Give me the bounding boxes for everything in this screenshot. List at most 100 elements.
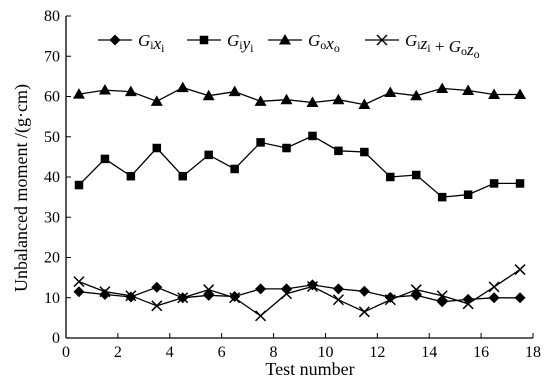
data-point-sum [358, 306, 370, 318]
data-point-goxo [410, 89, 423, 101]
data-point-sum [384, 294, 396, 306]
x-tick-label: 16 [473, 344, 489, 361]
data-point-goxo [514, 88, 527, 99]
y-tick-label: 40 [44, 169, 60, 186]
legend: Gixi Giyi Goxo Gizi + Gozo [98, 31, 480, 61]
x-tick-label: 6 [218, 344, 226, 361]
data-point-sum [514, 264, 526, 276]
y-tick-label: 50 [44, 129, 60, 146]
series-gixi [73, 279, 526, 308]
data-point-goxo [488, 88, 501, 99]
x-tick-label: 12 [369, 344, 385, 361]
x-tick-label: 18 [525, 344, 541, 361]
data-point-goxo [202, 89, 215, 101]
data-point-giyi [74, 180, 84, 190]
x-tick-label: 10 [317, 344, 333, 361]
legend-label: Gizi + Gozo [405, 31, 480, 61]
data-point-giyi [126, 171, 136, 181]
data-point-gixi [384, 291, 396, 303]
data-point-sum [488, 281, 500, 293]
legend-marker [279, 34, 291, 45]
legend-marker [376, 34, 388, 46]
data-point-goxo [436, 82, 449, 93]
data-point-giyi [334, 146, 343, 156]
y-axis-ticks: 0 10 20 30 40 50 60 70 80 [44, 8, 71, 347]
data-point-goxo [176, 81, 189, 93]
data-point-giyi [178, 171, 187, 181]
data-point-gixi [488, 292, 500, 304]
x-tick-label: 4 [166, 344, 174, 361]
legend-item-giyi: Giyi [187, 31, 254, 55]
y-tick-label: 10 [44, 290, 60, 307]
data-point-sum [255, 310, 267, 322]
data-point-sum [125, 290, 137, 302]
data-point-sum [99, 286, 111, 298]
data-point-gixi [358, 285, 370, 297]
legend-item-goxo: Goxo [268, 31, 340, 55]
y-tick-label: 60 [44, 89, 60, 106]
legend-label: Goxo [308, 31, 340, 55]
data-point-sum [410, 284, 422, 296]
legend-marker [109, 34, 121, 46]
data-point-giyi [360, 147, 369, 157]
data-point-sum [73, 276, 85, 288]
data-point-giyi [230, 164, 239, 174]
data-point-goxo [150, 95, 163, 106]
y-axis-title: Unbalanced moment /(g·cm) [11, 84, 32, 292]
y-tick-label: 30 [44, 209, 60, 226]
series-line-goxo [78, 86, 520, 106]
x-axis-title: Test number [265, 359, 354, 379]
data-point-gixi [125, 291, 137, 303]
data-point-giyi [515, 179, 525, 188]
legend-label: Giyi [227, 31, 254, 55]
data-point-sum [229, 292, 241, 304]
data-point-gixi [332, 283, 344, 295]
data-point-gixi [436, 296, 448, 308]
axes [65, 16, 533, 339]
data-point-goxo [280, 93, 293, 105]
series-giyi [74, 131, 525, 202]
x-axis-ticks: 0 2 4 6 8 10 12 14 16 18 [62, 333, 541, 361]
data-point-goxo [384, 86, 397, 97]
data-point-gixi [514, 292, 526, 304]
data-point-giyi [282, 143, 291, 153]
data-point-sum [151, 300, 163, 312]
data-point-sum [177, 292, 189, 304]
series-line-giyi [78, 135, 520, 198]
x-tick-label: 0 [62, 344, 70, 361]
data-point-giyi [412, 170, 421, 180]
data-point-giyi [489, 179, 499, 188]
data-point-goxo [254, 95, 267, 106]
series-sum [73, 264, 526, 322]
data-point-goxo [332, 93, 345, 105]
y-tick-label: 0 [52, 330, 60, 347]
x-tick-label: 2 [114, 344, 122, 361]
series-line-sum [78, 269, 521, 317]
data-point-sum [306, 280, 319, 293]
data-point-giyi [386, 172, 395, 182]
data-point-gixi [255, 283, 267, 295]
data-point-gixi [73, 286, 85, 298]
legend-item-gixi: Gixi [98, 31, 165, 55]
data-point-sum [436, 290, 448, 302]
data-point-giyi [463, 190, 473, 199]
data-point-sum [332, 294, 344, 306]
data-point-sum [280, 288, 293, 300]
data-point-goxo [124, 85, 137, 97]
data-point-goxo [228, 85, 241, 97]
data-point-giyi [437, 192, 447, 202]
data-point-giyi [204, 150, 213, 160]
data-point-goxo [98, 84, 111, 95]
legend-item-sum: Gizi + Gozo [365, 31, 480, 61]
data-point-goxo [72, 88, 85, 99]
data-point-goxo [306, 96, 319, 108]
data-point-sum [462, 298, 474, 310]
data-point-goxo [462, 84, 475, 95]
data-point-sum [203, 284, 215, 296]
data-point-gixi [151, 281, 163, 293]
data-point-giyi [100, 154, 110, 164]
data-point-goxo [358, 98, 371, 110]
data-point-giyi [256, 138, 265, 147]
x-tick-label: 14 [421, 344, 437, 361]
